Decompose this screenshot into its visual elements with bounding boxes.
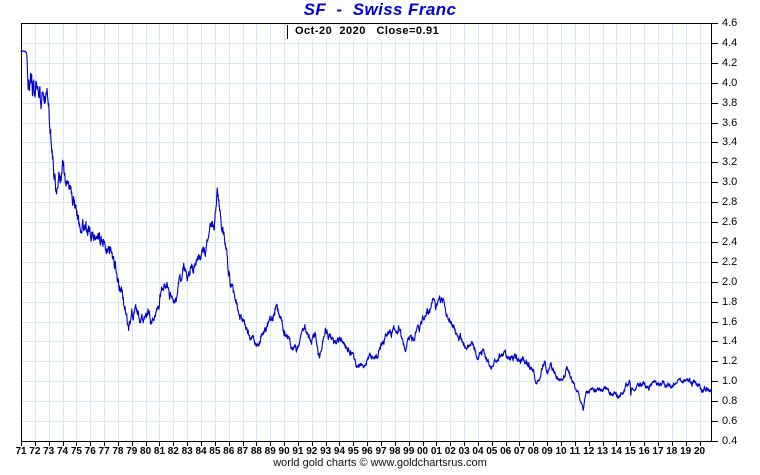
- x-axis-label: 83: [181, 446, 193, 457]
- x-axis-label: 11: [569, 446, 581, 457]
- y-axis-label: 4.4: [722, 36, 738, 49]
- x-axis-label: 72: [29, 446, 41, 457]
- y-axis-label: 3.4: [722, 136, 738, 149]
- x-axis-label: 95: [347, 446, 359, 457]
- x-axis-label: 06: [500, 446, 512, 457]
- x-axis-label: 01: [430, 446, 442, 457]
- x-axis-label: 85: [209, 446, 221, 457]
- axis-ticks: [21, 23, 718, 446]
- x-axis-label: 93: [320, 446, 332, 457]
- x-axis-label: 71: [15, 446, 27, 457]
- x-axis-label: 78: [112, 446, 124, 457]
- chart-subtitle: Oct-20 2020 Close=0.91: [287, 25, 450, 39]
- y-axis-label: 2.8: [722, 196, 738, 209]
- y-axis-label: 4.2: [722, 56, 738, 69]
- chart-title: SF - Swiss Franc: [303, 0, 457, 19]
- x-axis-label: 19: [680, 446, 692, 457]
- x-axis-label: 96: [361, 446, 373, 457]
- y-axis-label: 2.4: [722, 235, 738, 248]
- x-axis-label: 98: [389, 446, 401, 457]
- x-axis-label: 75: [70, 446, 82, 457]
- y-axis-label: 1.2: [722, 355, 738, 368]
- x-axis-label: 90: [278, 446, 290, 457]
- x-axis-label: 80: [140, 446, 152, 457]
- x-axis-label: 92: [306, 446, 318, 457]
- x-axis-label: 77: [98, 446, 110, 457]
- x-axis-label: 82: [167, 446, 179, 457]
- y-axis-label: 4.6: [722, 17, 738, 29]
- x-axis-label: 09: [541, 446, 553, 457]
- x-axis-label: 13: [597, 446, 609, 457]
- x-axis-label: 97: [375, 446, 387, 457]
- x-axis-label: 10: [555, 446, 567, 457]
- y-axis-label: 0.4: [722, 435, 738, 447]
- x-axis-label: 14: [610, 446, 622, 457]
- y-axis-label: 3.8: [722, 96, 738, 109]
- x-axis-label: 17: [652, 446, 664, 457]
- x-axis-label: 16: [638, 446, 650, 457]
- y-axis-label: 0.6: [722, 415, 738, 428]
- x-axis-label: 18: [666, 446, 678, 457]
- x-axis-label: 76: [84, 446, 96, 457]
- credit-line: world gold charts © www.goldchartsrus.co…: [273, 457, 487, 469]
- y-axis-label: 4.0: [722, 76, 738, 89]
- y-axis-label: 3.0: [722, 176, 738, 189]
- x-axis-label: 91: [292, 446, 304, 457]
- price-line: [20, 50, 712, 411]
- y-axis-label: 2.6: [722, 216, 738, 229]
- x-axis-label: 99: [403, 446, 415, 457]
- x-axis-label: 04: [472, 446, 484, 457]
- x-axis-label: 02: [444, 446, 456, 457]
- y-axis-label: 3.2: [722, 156, 738, 169]
- x-axis-label: 12: [583, 446, 595, 457]
- y-axis-label: 2.2: [722, 255, 738, 268]
- x-axis-label: 89: [264, 446, 276, 457]
- x-axis-label: 07: [513, 446, 526, 457]
- y-axis-label: 1.6: [722, 315, 738, 328]
- x-axis-label: 94: [333, 446, 346, 457]
- x-axis-label: 15: [624, 446, 636, 457]
- x-axis-label: 86: [223, 446, 235, 457]
- x-axis-label: 79: [126, 446, 138, 457]
- y-axis-label: 0.8: [722, 395, 738, 408]
- x-axis-label: 05: [486, 446, 498, 457]
- x-axis-label: 87: [236, 446, 249, 457]
- x-axis-label: 88: [250, 446, 262, 457]
- x-axis-label: 20: [693, 446, 706, 457]
- grid-lines: [22, 24, 710, 440]
- x-axis-label: 74: [56, 446, 69, 457]
- x-axis-label: 03: [458, 446, 470, 457]
- x-axis-label: 73: [43, 446, 55, 457]
- y-axis-label: 3.6: [722, 116, 738, 129]
- y-axis-label: 1.0: [722, 375, 738, 388]
- plot-frame: [21, 23, 712, 442]
- x-axis-label: 08: [527, 446, 539, 457]
- y-axis-label: 1.8: [722, 295, 738, 308]
- y-axis-label: 1.4: [722, 335, 738, 348]
- x-axis-label: 81: [153, 446, 166, 457]
- x-axis-label: 00: [417, 446, 429, 457]
- y-axis-label: 2.0: [722, 275, 738, 288]
- x-axis-label: 84: [195, 446, 207, 457]
